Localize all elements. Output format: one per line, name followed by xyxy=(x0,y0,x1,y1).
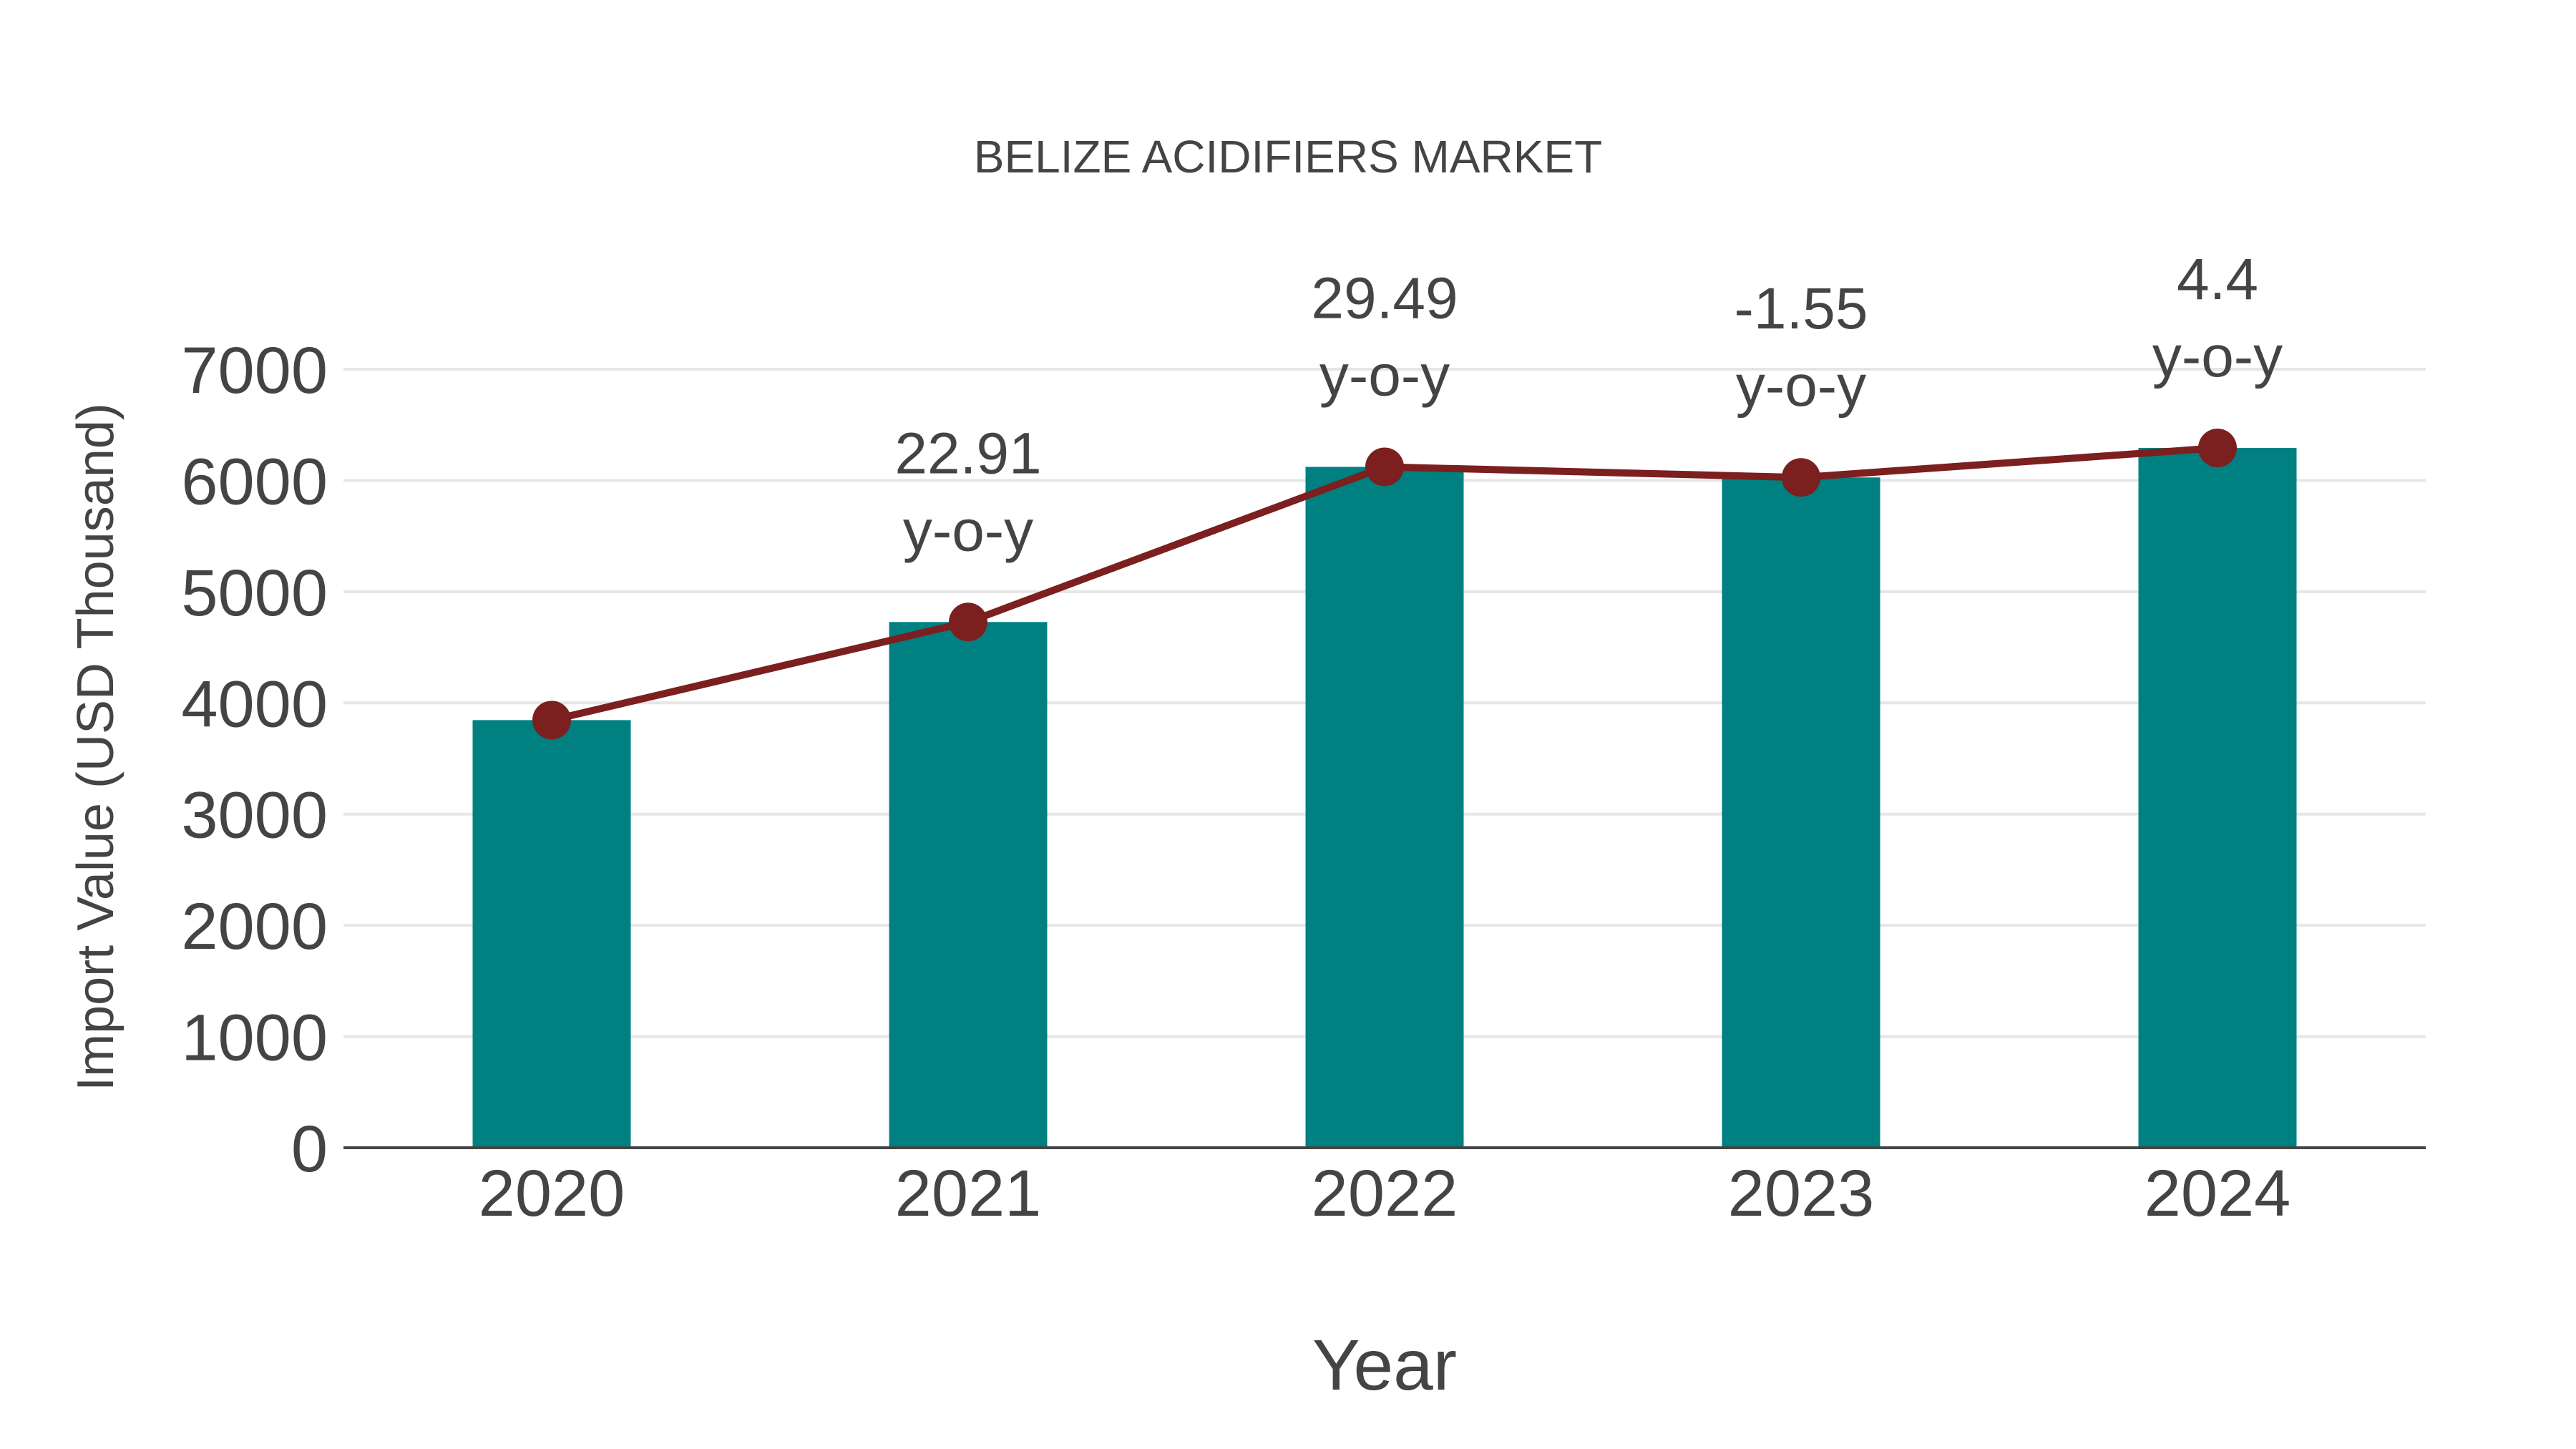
x-axis-title: Year xyxy=(1312,1325,1457,1405)
yoy-value: 4.4 xyxy=(2177,247,2258,312)
yoy-value: 22.91 xyxy=(894,421,1041,486)
trend-marker-2024 xyxy=(2198,429,2237,468)
bar-2021 xyxy=(889,622,1048,1148)
y-tick-label: 6000 xyxy=(181,445,328,518)
y-tick-label: 0 xyxy=(291,1113,328,1186)
y-tick-label: 4000 xyxy=(181,668,328,741)
yoy-suffix: y-o-y xyxy=(903,498,1033,563)
y-tick-label: 7000 xyxy=(181,334,328,407)
x-tick-label: 2023 xyxy=(1728,1157,1875,1230)
x-tick-label: 2024 xyxy=(2145,1157,2291,1230)
trend-marker-2022 xyxy=(1365,447,1404,487)
bar-2023 xyxy=(1722,477,1880,1148)
yoy-suffix: y-o-y xyxy=(1319,343,1450,408)
y-tick-label: 5000 xyxy=(181,557,328,630)
y-axis-title: Import Value (USD Thousand) xyxy=(67,403,125,1091)
trend-line-series xyxy=(532,429,2237,740)
trend-marker-2021 xyxy=(949,602,987,642)
bar-2020 xyxy=(472,720,631,1148)
bar-series xyxy=(472,448,2297,1148)
yoy-suffix: y-o-y xyxy=(2152,324,2283,389)
y-tick-label: 3000 xyxy=(181,779,328,852)
yoy-value: 29.49 xyxy=(1311,265,1458,331)
x-axis-ticks: 2020 2021 2022 2023 2024 xyxy=(479,1157,2291,1230)
trend-marker-2023 xyxy=(1782,458,1820,497)
yoy-suffix: y-o-y xyxy=(1736,353,1866,419)
x-tick-label: 2022 xyxy=(1312,1157,1458,1230)
bar-2022 xyxy=(1305,467,1464,1148)
trend-marker-2020 xyxy=(532,701,571,740)
y-tick-label: 2000 xyxy=(181,890,328,963)
yoy-value: -1.55 xyxy=(1735,276,1868,341)
x-tick-label: 2020 xyxy=(479,1157,625,1230)
y-tick-label: 1000 xyxy=(181,1002,328,1075)
x-tick-label: 2021 xyxy=(895,1157,1042,1230)
y-axis-ticks: 0 1000 2000 3000 4000 5000 6000 7000 xyxy=(181,334,328,1186)
chart-title: BELIZE ACIDIFIERS MARKET xyxy=(974,131,1602,182)
yoy-annotations: 22.91 y-o-y 29.49 y-o-y -1.55 y-o-y 4.4 y-o-y xyxy=(894,247,2283,563)
bar-2024 xyxy=(2138,448,2297,1148)
